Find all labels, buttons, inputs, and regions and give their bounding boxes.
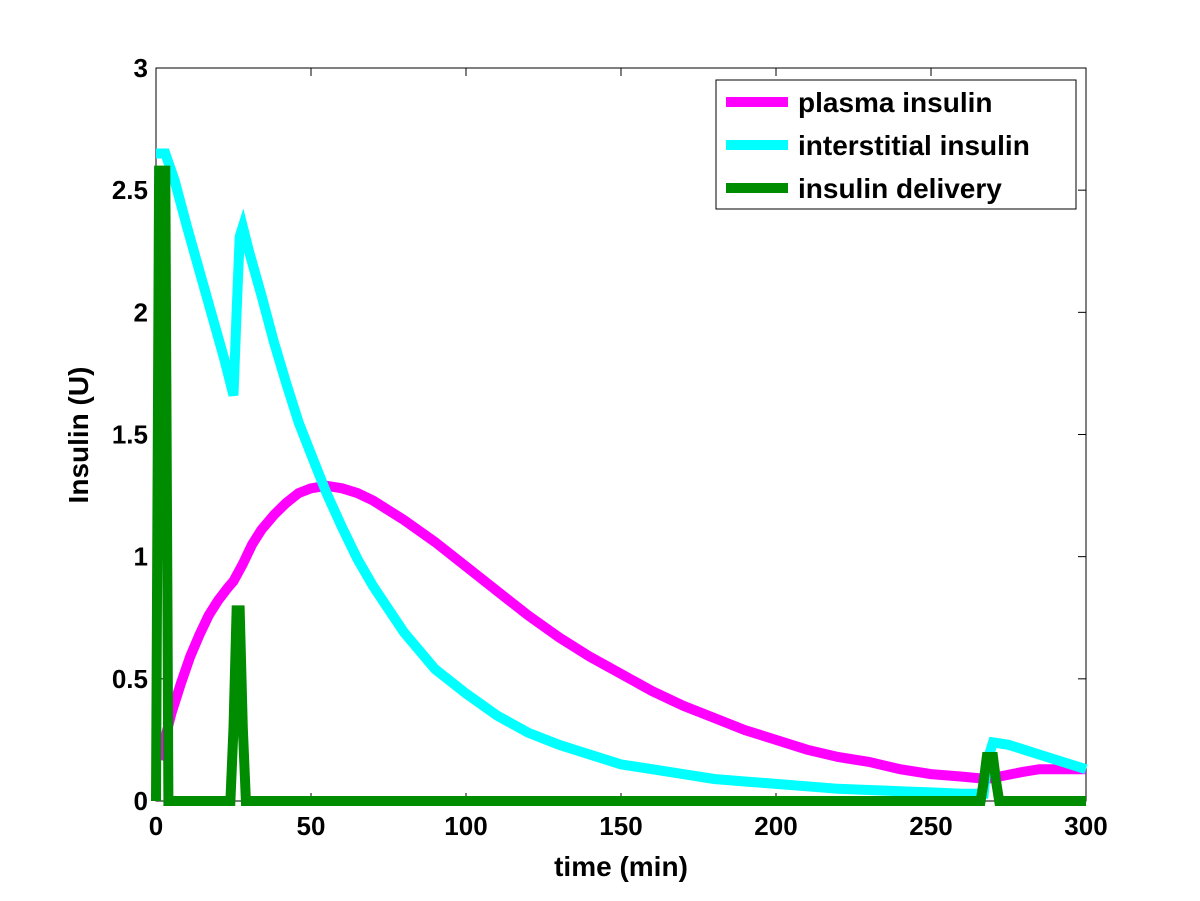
- series-layer: [151, 148, 1088, 806]
- series-line-insulin-delivery: [151, 165, 1086, 806]
- x-tick-label: 300: [1064, 811, 1107, 841]
- axis-titles: time (min) Insulin (U): [63, 367, 688, 882]
- legend: plasma insulin interstitial insulin insuli…: [715, 79, 1077, 210]
- x-tick-label: 0: [149, 811, 163, 841]
- x-axis-label: time (min): [554, 851, 688, 882]
- y-tick-label: 2: [134, 297, 148, 327]
- y-tick-label: 2.5: [112, 175, 148, 205]
- x-tick-label: 150: [599, 811, 642, 841]
- x-tick-label: 100: [444, 811, 487, 841]
- legend-entry-label: interstitial insulin: [798, 130, 1030, 161]
- y-tick-label: 0.5: [112, 664, 148, 694]
- x-tick-label: 200: [754, 811, 797, 841]
- legend-entry-label: insulin delivery: [798, 173, 1002, 204]
- series-line-plasma-insulin: [154, 480, 1086, 785]
- y-tick-label: 0: [134, 786, 148, 816]
- axis-ticks: 0 50 100 150 200 250 300 0 0.5 1 1.5 2 2.5 3: [112, 53, 1108, 841]
- y-axis-label: Insulin (U): [63, 367, 94, 504]
- y-tick-label: 3: [134, 53, 148, 83]
- x-tick-label: 250: [909, 811, 952, 841]
- y-tick-label: 1: [134, 542, 148, 572]
- legend-entry-label: plasma insulin: [798, 87, 993, 118]
- y-tick-label: 1.5: [112, 420, 148, 450]
- x-tick-label: 50: [297, 811, 326, 841]
